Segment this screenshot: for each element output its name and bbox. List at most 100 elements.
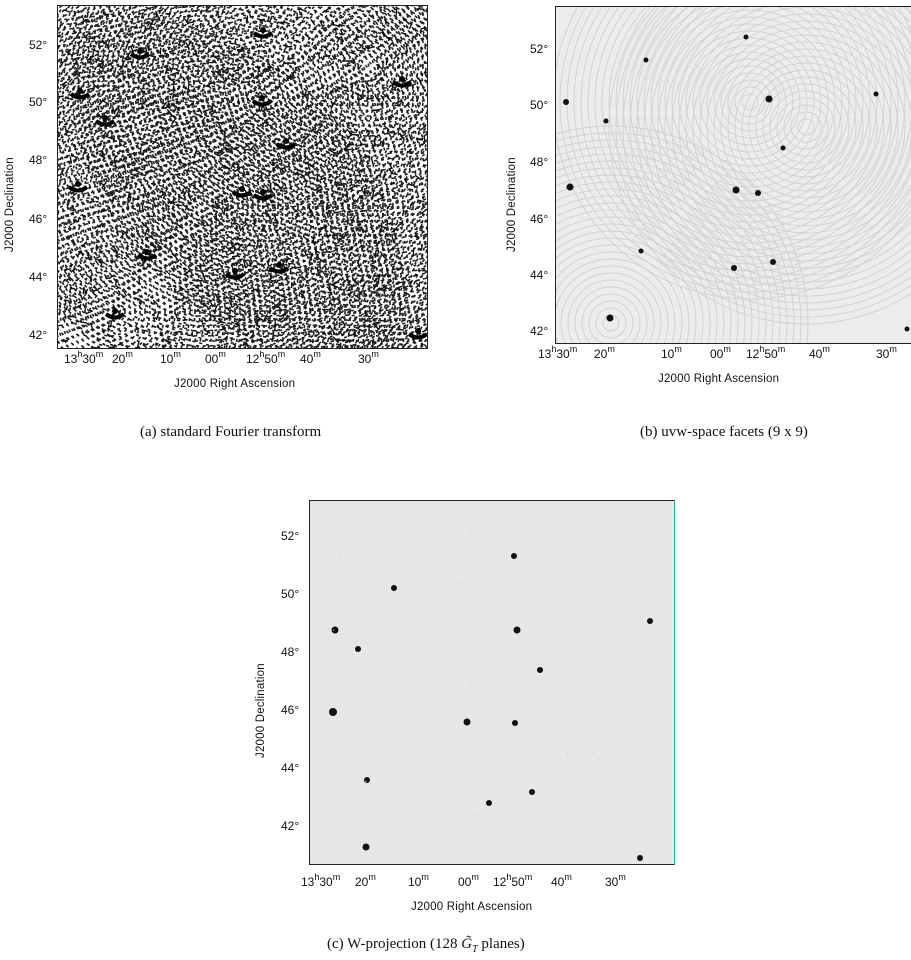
artifact-ring <box>152 155 254 257</box>
noise-streak <box>117 12 122 16</box>
noise-speck <box>605 723 608 725</box>
noise-streak <box>127 322 132 327</box>
x-tick-label: 12h50m <box>493 872 533 890</box>
noise-speck <box>533 523 535 525</box>
noise-speck <box>565 505 567 507</box>
noise-streak <box>347 310 351 313</box>
noise-speck <box>387 643 389 645</box>
noise-streak <box>351 130 356 134</box>
noise-streak <box>365 177 370 182</box>
noise-streak <box>62 315 67 319</box>
noise-streak <box>87 164 90 168</box>
y-tick-label: 50° <box>530 98 549 112</box>
artifact-ring <box>312 10 424 122</box>
noise-streak <box>214 232 219 236</box>
noise-streak <box>177 160 182 166</box>
noise-speck <box>316 566 318 568</box>
noise-speck <box>346 650 348 652</box>
noise-speck <box>447 533 449 535</box>
noise-streak <box>420 255 425 260</box>
noise-streak <box>290 30 298 36</box>
noise-speck <box>538 634 541 637</box>
noise-streak <box>145 81 151 88</box>
artifact-ring <box>157 6 369 202</box>
noise-streak <box>347 291 353 296</box>
noise-streak <box>359 276 364 283</box>
noise-streak <box>71 154 79 159</box>
noise-streak <box>87 251 90 260</box>
noise-streak <box>183 145 187 149</box>
noise-speck <box>371 789 373 791</box>
noise-streak <box>109 320 113 328</box>
noise-streak <box>281 25 286 31</box>
noise-streak <box>382 272 388 278</box>
sidelobe-ring <box>556 265 669 343</box>
noise-streak <box>234 27 238 31</box>
noise-streak <box>162 338 168 341</box>
artifact-ring <box>58 115 306 348</box>
noise-streak <box>152 299 159 306</box>
noise-streak <box>396 154 400 158</box>
noise-speck <box>429 510 431 512</box>
noise-speck <box>493 775 495 777</box>
noise-streak <box>240 53 245 58</box>
noise-streak <box>102 308 107 311</box>
noise-streak <box>325 6 332 12</box>
noise-streak <box>308 55 312 59</box>
noise-speck <box>625 650 627 652</box>
point-source <box>770 259 776 265</box>
artifact-ring <box>177 6 427 257</box>
sidelobe-ring <box>671 7 911 262</box>
noise-speck <box>619 510 621 513</box>
noise-streak <box>142 149 145 156</box>
noise-streak <box>220 165 227 168</box>
noise-streak <box>249 333 255 340</box>
noise-streak <box>139 87 146 95</box>
noise-streak <box>69 209 75 212</box>
artifact-ring <box>127 130 279 282</box>
noise-speck <box>531 543 533 545</box>
artifact-ring <box>257 6 427 177</box>
noise-streak <box>352 73 356 76</box>
sidelobe-ring <box>741 62 871 192</box>
noise-streak <box>231 255 238 258</box>
noise-streak <box>375 63 383 70</box>
noise-streak <box>406 104 411 108</box>
noise-streak <box>116 96 121 100</box>
noise-streak <box>206 84 212 90</box>
sidelobe-ring <box>643 7 911 290</box>
noise-streak <box>420 243 423 247</box>
noise-streak <box>319 266 322 270</box>
noise-streak <box>63 268 72 271</box>
noise-streak <box>58 294 61 298</box>
noise-streak <box>235 302 239 308</box>
point-source <box>537 667 543 673</box>
noise-speck <box>394 769 396 771</box>
noise-streak <box>214 305 218 312</box>
artifact-ring <box>58 15 406 348</box>
noise-streak <box>294 66 297 70</box>
noise-streak <box>314 81 318 85</box>
noise-streak <box>309 308 312 314</box>
noise-speck <box>315 785 317 787</box>
noise-streak <box>126 345 128 348</box>
radio-image-w-projection <box>310 501 665 864</box>
noise-streak <box>423 343 427 348</box>
noise-streak <box>72 265 76 272</box>
noise-streak <box>357 49 363 52</box>
noise-streak <box>126 192 133 200</box>
noise-speck <box>661 790 663 792</box>
noise-streak <box>297 172 305 177</box>
noise-streak <box>271 217 275 220</box>
noise-streak <box>386 132 391 135</box>
noise-streak <box>185 38 190 41</box>
noise-streak <box>358 244 363 249</box>
noise-streak <box>173 288 176 292</box>
noise-streak <box>193 127 198 134</box>
noise-streak <box>304 91 307 98</box>
noise-streak <box>355 228 360 232</box>
noise-speck <box>498 587 500 589</box>
noise-streak <box>185 213 188 219</box>
noise-speck <box>462 700 464 702</box>
noise-streak <box>296 128 299 132</box>
